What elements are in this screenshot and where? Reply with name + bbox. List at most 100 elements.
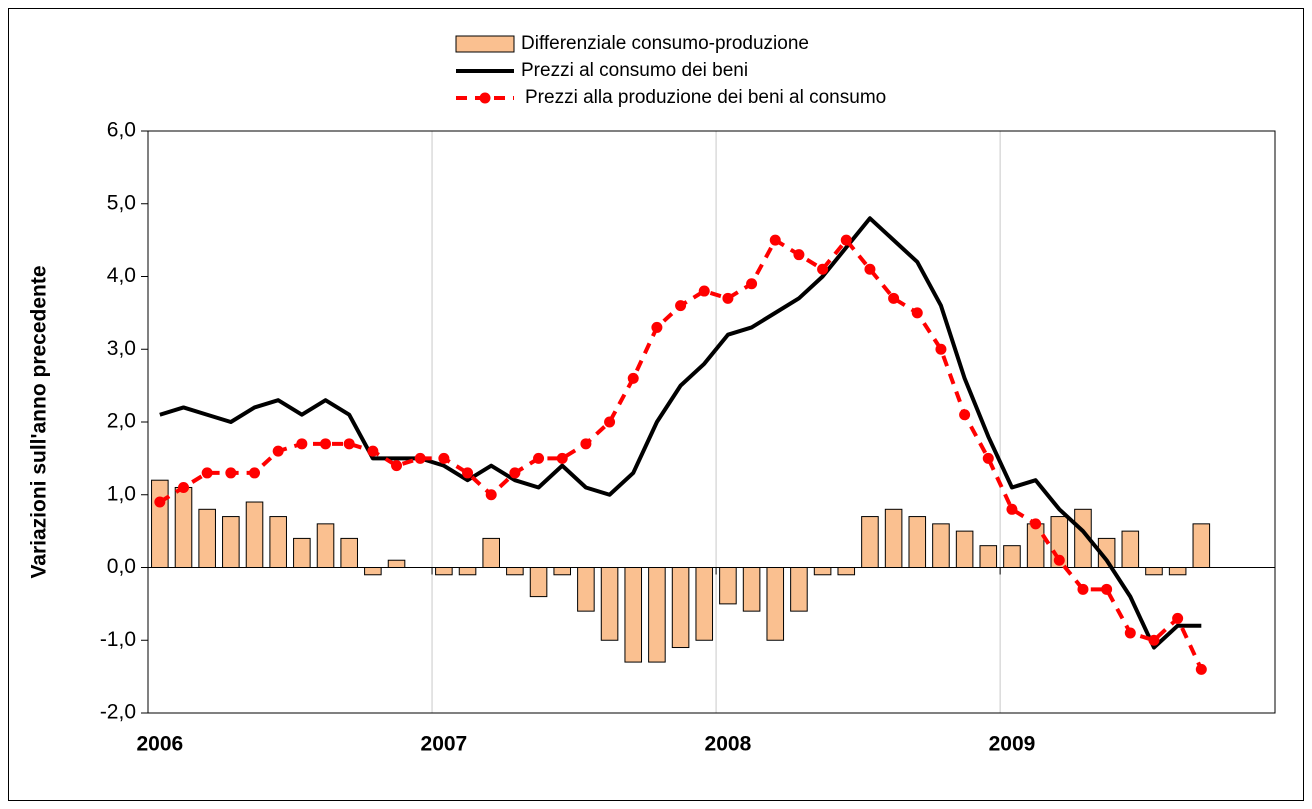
marker xyxy=(580,438,592,450)
marker xyxy=(414,452,426,464)
bar xyxy=(837,567,856,576)
marker xyxy=(1172,612,1184,624)
y-tick-label: 2,0 xyxy=(107,410,136,433)
marker xyxy=(627,372,639,384)
plot-border xyxy=(147,130,1276,714)
y-tick-label: 1,0 xyxy=(107,482,136,505)
marker xyxy=(722,292,734,304)
line-series xyxy=(159,216,1202,650)
legend-label: Differenziale consumo-produzione xyxy=(521,33,809,54)
bar xyxy=(553,567,572,576)
bar xyxy=(979,545,998,568)
marker xyxy=(343,438,355,450)
bar xyxy=(719,567,737,605)
y-axis-label: Variazioni sull'anno precedente xyxy=(28,265,51,578)
bar xyxy=(269,516,287,569)
marker xyxy=(201,467,213,479)
marker xyxy=(249,467,261,479)
bar xyxy=(482,537,500,569)
bar xyxy=(1003,545,1021,568)
bar xyxy=(671,567,690,649)
bar xyxy=(1192,523,1211,568)
marker xyxy=(888,292,900,304)
bar xyxy=(245,501,264,568)
marker xyxy=(320,438,332,450)
legend-label: Prezzi al consumo dei beni xyxy=(521,60,748,81)
marker xyxy=(391,460,403,472)
marker xyxy=(698,285,710,297)
marker xyxy=(840,234,852,246)
bar xyxy=(695,567,714,641)
marker xyxy=(651,321,663,333)
marker xyxy=(1148,634,1160,646)
bar xyxy=(790,567,808,612)
bar xyxy=(908,516,927,569)
marker xyxy=(769,234,781,246)
marker xyxy=(462,467,474,479)
y-tick-label: 4,0 xyxy=(107,264,136,287)
marker xyxy=(1124,627,1136,639)
y-tick-label: 6,0 xyxy=(107,119,136,142)
marker xyxy=(982,452,994,464)
bar xyxy=(1168,567,1187,576)
legend-swatch xyxy=(455,35,515,53)
y-tick-label: 3,0 xyxy=(107,337,136,360)
marker xyxy=(935,343,947,355)
marker xyxy=(1006,503,1018,515)
marker xyxy=(533,452,545,464)
marker xyxy=(438,452,450,464)
marker xyxy=(1077,583,1089,595)
bar xyxy=(529,567,548,598)
marker xyxy=(1030,518,1042,530)
bar xyxy=(340,537,358,569)
bar xyxy=(293,537,311,569)
marker xyxy=(509,467,521,479)
bar xyxy=(742,567,761,612)
bar xyxy=(577,567,595,612)
marker xyxy=(793,249,805,261)
x-tick-label: 2007 xyxy=(421,733,468,756)
marker xyxy=(296,438,308,450)
marker xyxy=(154,496,166,508)
marker xyxy=(911,307,923,319)
bar xyxy=(387,559,406,568)
marker xyxy=(604,416,616,428)
bar xyxy=(506,567,524,576)
legend-label: Prezzi alla produzione dei beni al consu… xyxy=(525,87,886,108)
marker xyxy=(746,278,758,290)
x-tick-label: 2009 xyxy=(989,733,1036,756)
bar xyxy=(222,516,240,569)
bar xyxy=(435,567,453,576)
bar xyxy=(316,523,335,568)
y-tick-label: -1,0 xyxy=(100,628,136,651)
bar xyxy=(1145,567,1163,576)
marker xyxy=(178,481,190,493)
marker xyxy=(959,409,971,421)
bar xyxy=(198,508,216,568)
x-tick-label: 2008 xyxy=(705,733,752,756)
marker xyxy=(367,445,379,457)
marker xyxy=(556,452,568,464)
bar xyxy=(955,530,974,568)
bar xyxy=(648,567,666,663)
bar xyxy=(458,567,477,576)
chart-border xyxy=(8,8,1304,801)
marker xyxy=(864,263,876,275)
bar xyxy=(364,567,382,576)
bar xyxy=(624,567,643,663)
bar xyxy=(151,479,169,569)
marker xyxy=(225,467,237,479)
marker xyxy=(1195,663,1207,675)
bar xyxy=(1026,523,1045,568)
bar xyxy=(174,486,193,569)
bar xyxy=(884,508,903,568)
bar xyxy=(861,516,879,569)
marker xyxy=(675,300,687,312)
bar xyxy=(932,523,950,568)
x-tick-label: 2006 xyxy=(136,733,183,756)
bar xyxy=(1121,530,1140,568)
marker xyxy=(1101,583,1113,595)
y-tick-label: 5,0 xyxy=(107,191,136,214)
bar xyxy=(766,567,785,641)
marker xyxy=(272,445,284,457)
